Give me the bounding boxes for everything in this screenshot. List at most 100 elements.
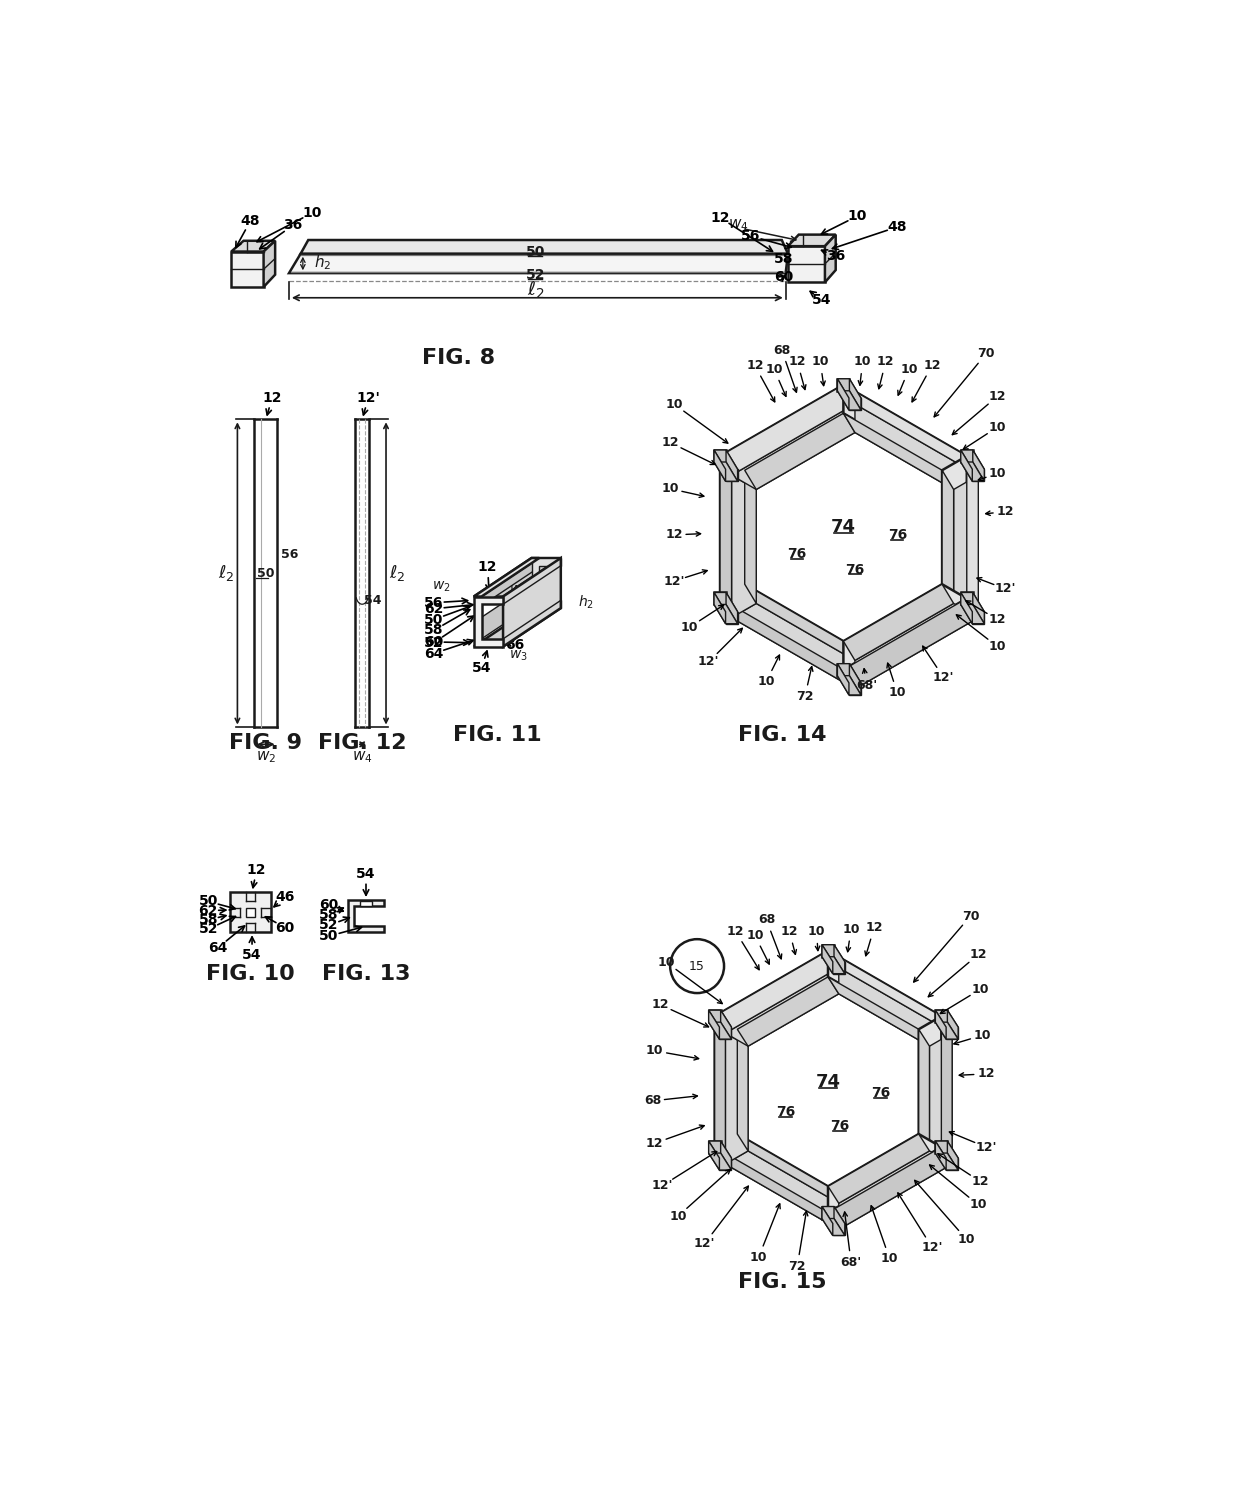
- Text: 76: 76: [870, 1086, 890, 1101]
- Text: 10: 10: [848, 209, 867, 223]
- Polygon shape: [822, 1206, 844, 1223]
- Polygon shape: [935, 1011, 947, 1023]
- Polygon shape: [837, 380, 861, 398]
- Polygon shape: [837, 664, 849, 694]
- Polygon shape: [828, 1134, 941, 1212]
- Polygon shape: [972, 611, 985, 623]
- Polygon shape: [289, 255, 787, 273]
- Text: 58: 58: [319, 908, 339, 922]
- Text: 64: 64: [424, 646, 444, 661]
- Text: 12: 12: [789, 355, 806, 367]
- Polygon shape: [727, 450, 738, 482]
- Text: 10: 10: [957, 1233, 976, 1245]
- Polygon shape: [714, 1017, 725, 1164]
- Polygon shape: [972, 450, 985, 482]
- Text: 54: 54: [812, 294, 832, 307]
- Text: 10: 10: [988, 467, 1006, 480]
- Polygon shape: [725, 470, 738, 482]
- Polygon shape: [838, 1151, 952, 1229]
- Polygon shape: [935, 1011, 959, 1027]
- Polygon shape: [732, 404, 854, 489]
- Text: 12: 12: [866, 922, 883, 934]
- Polygon shape: [720, 384, 854, 476]
- Polygon shape: [708, 1142, 732, 1158]
- Text: $w_2$: $w_2$: [433, 580, 451, 595]
- Polygon shape: [961, 450, 972, 482]
- Text: 76: 76: [776, 1105, 795, 1119]
- Text: 54: 54: [242, 947, 262, 961]
- Polygon shape: [837, 380, 849, 410]
- Text: 10: 10: [665, 398, 683, 411]
- Polygon shape: [714, 450, 738, 470]
- Text: 10: 10: [750, 1250, 768, 1264]
- Text: 10: 10: [880, 1251, 898, 1265]
- Text: 10: 10: [670, 1209, 687, 1223]
- Text: 10: 10: [807, 925, 825, 938]
- Polygon shape: [720, 598, 854, 688]
- Text: 12': 12': [663, 575, 684, 587]
- Polygon shape: [474, 608, 560, 646]
- Text: 10: 10: [681, 620, 698, 634]
- Polygon shape: [725, 968, 838, 1047]
- Polygon shape: [727, 592, 738, 623]
- Text: 12': 12': [994, 583, 1016, 595]
- Text: 12': 12': [975, 1140, 997, 1154]
- Text: 12: 12: [970, 949, 987, 961]
- Text: 10: 10: [988, 420, 1006, 434]
- Polygon shape: [972, 592, 985, 623]
- Polygon shape: [961, 592, 972, 604]
- Polygon shape: [720, 1011, 732, 1039]
- Text: 12: 12: [997, 506, 1014, 518]
- Text: 12: 12: [877, 355, 894, 367]
- Text: 10: 10: [972, 983, 990, 995]
- Text: $w_3$: $w_3$: [510, 649, 528, 663]
- Polygon shape: [725, 1033, 748, 1164]
- Text: $w_4$: $w_4$: [728, 217, 748, 233]
- Polygon shape: [828, 950, 941, 1029]
- Text: 12': 12': [694, 1236, 715, 1250]
- Polygon shape: [961, 592, 972, 623]
- Polygon shape: [935, 1142, 946, 1170]
- Polygon shape: [732, 476, 756, 617]
- Text: FIG. 14: FIG. 14: [738, 724, 826, 745]
- Polygon shape: [481, 559, 539, 605]
- Bar: [360, 902, 372, 907]
- Polygon shape: [264, 241, 275, 288]
- Polygon shape: [474, 559, 539, 596]
- Polygon shape: [961, 592, 985, 611]
- Polygon shape: [708, 1154, 732, 1170]
- Text: 10: 10: [746, 929, 764, 941]
- Polygon shape: [714, 1134, 828, 1212]
- Polygon shape: [843, 384, 978, 476]
- Polygon shape: [714, 592, 727, 604]
- Polygon shape: [719, 1027, 732, 1039]
- Text: 10: 10: [900, 363, 918, 376]
- Polygon shape: [942, 470, 954, 604]
- Polygon shape: [935, 1142, 947, 1154]
- Text: 12: 12: [727, 925, 744, 938]
- Text: 15: 15: [689, 959, 706, 973]
- Polygon shape: [854, 404, 978, 489]
- Text: 74: 74: [831, 518, 856, 536]
- Polygon shape: [837, 390, 861, 410]
- Text: 56: 56: [281, 548, 299, 560]
- Polygon shape: [714, 462, 738, 482]
- Text: 12': 12': [921, 1241, 942, 1253]
- Text: FIG. 13: FIG. 13: [321, 964, 410, 983]
- Polygon shape: [719, 1158, 732, 1170]
- Polygon shape: [942, 456, 967, 598]
- Polygon shape: [708, 1142, 720, 1154]
- Text: 10: 10: [303, 206, 322, 220]
- Text: 10: 10: [661, 482, 680, 495]
- Text: 12: 12: [746, 358, 764, 372]
- Polygon shape: [843, 384, 967, 470]
- Text: 60: 60: [275, 920, 295, 935]
- Text: 52: 52: [424, 636, 444, 649]
- Text: 12: 12: [665, 529, 683, 542]
- Polygon shape: [822, 1206, 835, 1218]
- Text: 70: 70: [962, 910, 980, 923]
- Text: 60: 60: [774, 270, 792, 285]
- Text: 64: 64: [208, 941, 228, 955]
- Text: $\ell_2$: $\ell_2$: [527, 279, 544, 301]
- Polygon shape: [714, 592, 738, 611]
